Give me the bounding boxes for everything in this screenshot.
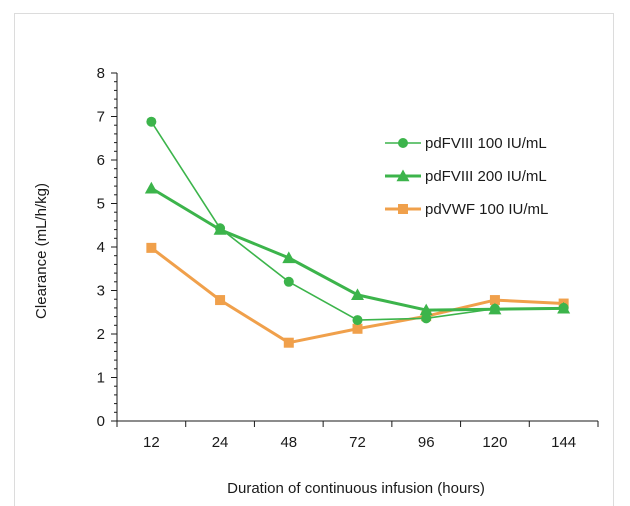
y-tick-label: 5 — [97, 196, 105, 213]
x-tick-label: 120 — [482, 434, 507, 451]
x-tick-label: 144 — [551, 434, 576, 451]
y-tick-label: 3 — [97, 283, 105, 300]
y-tick-label: 7 — [97, 109, 105, 126]
data-point-circle — [283, 276, 294, 287]
x-tick-label: 24 — [212, 434, 229, 451]
legend-label: pdFVIII 100 IU/mL — [425, 135, 547, 152]
legend-item: pdVWF 100 IU/mL — [385, 201, 548, 218]
x-tick-label: 12 — [143, 434, 160, 451]
data-point-circle — [398, 138, 408, 148]
legend-item: pdFVIII 100 IU/mL — [385, 135, 547, 152]
series-layer — [144, 116, 571, 348]
x-tick-label: 72 — [349, 434, 366, 451]
y-tick-label: 8 — [97, 65, 105, 82]
legend-item: pdFVIII 200 IU/mL — [385, 168, 547, 185]
x-axis-title: Duration of continuous infusion (hours) — [227, 480, 485, 497]
y-tick-label: 2 — [97, 326, 105, 343]
x-tick-label: 96 — [418, 434, 435, 451]
data-point-triangle — [396, 169, 410, 182]
data-point-square — [283, 337, 294, 348]
data-point-circle — [421, 313, 432, 324]
data-point-square — [352, 323, 363, 334]
legend-label: pdFVIII 200 IU/mL — [425, 168, 547, 185]
data-point-square — [215, 295, 226, 306]
y-tick-label: 0 — [97, 413, 105, 430]
y-tick-label: 1 — [97, 370, 105, 387]
y-tick-label: 4 — [97, 239, 105, 256]
data-point-square — [146, 242, 157, 253]
legend-label: pdVWF 100 IU/mL — [425, 201, 548, 218]
series-circle — [146, 116, 569, 326]
x-tick-label: 48 — [280, 434, 297, 451]
data-point-triangle — [282, 251, 296, 264]
data-point-triangle — [351, 288, 364, 301]
data-point-triangle — [419, 303, 433, 316]
data-point-square — [489, 295, 500, 306]
legend: pdFVIII 100 IU/mL pdFVIII 200 IU/mL pdVWF … — [385, 135, 548, 218]
data-point-circle — [489, 303, 500, 314]
data-point-circle — [352, 315, 363, 326]
data-point-circle — [215, 223, 226, 234]
y-axis-title: Clearance (mL/h/kg) — [33, 183, 50, 319]
data-point-circle — [558, 302, 569, 313]
y-tick-label: 6 — [97, 152, 105, 169]
data-point-triangle — [144, 181, 158, 194]
data-point-square — [398, 204, 408, 214]
data-point-circle — [146, 116, 157, 127]
chart-frame — [14, 13, 614, 506]
